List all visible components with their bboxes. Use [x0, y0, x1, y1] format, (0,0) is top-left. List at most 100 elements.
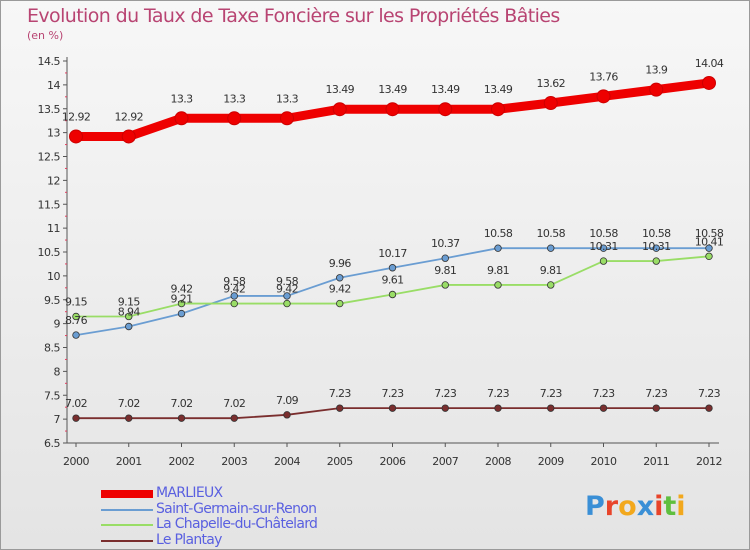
logo-letter: P — [585, 491, 605, 522]
data-point — [283, 292, 291, 300]
y-tick-label: 14 — [47, 79, 60, 92]
data-label: 7.23 — [381, 387, 404, 400]
data-point — [599, 404, 608, 412]
data-label: 13.3 — [223, 92, 246, 105]
data-point — [283, 411, 291, 419]
data-label: 10.58 — [484, 227, 513, 240]
data-point — [125, 312, 133, 321]
data-point — [388, 264, 397, 272]
logo-letter: t — [663, 491, 677, 522]
logo-letter: x — [636, 491, 655, 522]
data-point — [388, 404, 397, 412]
data-label: 7.02 — [65, 397, 87, 410]
data-label: 14.04 — [695, 57, 724, 70]
data-label: 7.02 — [118, 397, 140, 410]
data-point — [177, 309, 186, 318]
x-tick-label: 2003 — [221, 455, 247, 468]
chart-title: Evolution du Taux de Taxe Foncière sur l… — [27, 5, 560, 27]
data-point — [438, 102, 453, 117]
y-tick-label: 10.5 — [38, 246, 61, 259]
data-label: 7.23 — [592, 387, 615, 400]
data-label: 9.61 — [381, 273, 403, 286]
data-label: 9.15 — [65, 295, 88, 308]
data-label: 9.81 — [487, 264, 509, 277]
data-label: 13.49 — [326, 83, 355, 96]
data-label: 10.31 — [642, 240, 671, 253]
data-label: 10.17 — [378, 247, 407, 260]
data-point — [72, 331, 80, 339]
data-label: 9.42 — [223, 283, 245, 296]
x-tick-label: 2010 — [591, 455, 617, 468]
legend-label: Le Plantay — [156, 531, 222, 548]
data-point — [705, 252, 713, 260]
x-tick-label: 2005 — [327, 455, 353, 468]
y-tick-label: 10 — [47, 270, 60, 283]
data-point — [599, 244, 608, 252]
data-label: 7.23 — [434, 387, 457, 400]
data-point — [652, 404, 660, 412]
data-point — [599, 257, 608, 265]
data-point — [388, 290, 397, 299]
data-point — [230, 292, 238, 300]
data-label: 9.96 — [329, 257, 352, 270]
data-label: 12.92 — [62, 110, 91, 123]
data-point — [705, 244, 713, 252]
data-label: 13.62 — [537, 77, 566, 90]
data-label: 10.37 — [431, 237, 460, 250]
data-label: 10.31 — [589, 240, 618, 253]
data-point — [596, 89, 611, 104]
legend-label: La Chapelle-du-Châtelard — [156, 516, 318, 532]
x-tick-label: 2007 — [432, 455, 458, 468]
data-label: 10.58 — [642, 227, 671, 240]
data-label: 8.76 — [65, 314, 88, 327]
data-point — [69, 129, 83, 144]
data-label: 7.23 — [487, 387, 510, 400]
data-point — [543, 96, 558, 111]
data-point — [72, 414, 80, 422]
data-label: 13.49 — [378, 83, 407, 96]
data-label: 7.23 — [329, 387, 352, 400]
data-label: 7.02 — [170, 397, 192, 410]
data-point — [494, 281, 502, 289]
data-label: 10.58 — [537, 227, 566, 240]
x-tick-label: 2006 — [380, 455, 406, 468]
logo-letter: i — [676, 491, 686, 522]
data-point — [177, 414, 186, 422]
data-point — [125, 414, 133, 422]
y-tick-label: 8.5 — [44, 342, 60, 355]
y-tick-label: 14.5 — [38, 55, 61, 68]
data-point — [72, 312, 80, 321]
data-point — [547, 281, 555, 289]
data-label: 12.92 — [115, 110, 144, 123]
x-tick-label: 2004 — [274, 455, 300, 468]
data-point — [336, 404, 344, 412]
data-point — [336, 274, 344, 282]
x-tick-label: 2002 — [169, 455, 195, 468]
legend-swatch — [101, 490, 153, 498]
data-point — [652, 244, 660, 252]
legend-swatch — [101, 508, 153, 511]
data-label: 8.94 — [118, 305, 141, 318]
y-tick-label: 8 — [54, 365, 61, 378]
data-point — [230, 414, 238, 422]
data-point — [702, 75, 716, 90]
brand-logo: Proxiti — [585, 491, 686, 522]
data-point — [177, 299, 186, 308]
data-point — [230, 299, 238, 308]
y-tick-label: 6.5 — [44, 437, 60, 450]
data-label: 9.42 — [276, 283, 298, 296]
y-tick-label: 13 — [47, 127, 60, 140]
data-label: 9.81 — [434, 264, 456, 277]
x-tick-label: 2012 — [696, 455, 722, 468]
y-tick-label: 12 — [47, 174, 60, 187]
y-tick-label: 7.5 — [44, 389, 60, 402]
x-tick-label: 2001 — [116, 455, 142, 468]
y-tick-label: 11.5 — [38, 198, 61, 211]
y-tick-label: 9.5 — [44, 294, 60, 307]
data-point — [227, 111, 242, 126]
data-label: 13.3 — [276, 92, 299, 105]
data-label: 9.42 — [170, 283, 192, 296]
x-tick-label: 2011 — [643, 455, 669, 468]
y-tick-label: 12.5 — [38, 151, 61, 164]
